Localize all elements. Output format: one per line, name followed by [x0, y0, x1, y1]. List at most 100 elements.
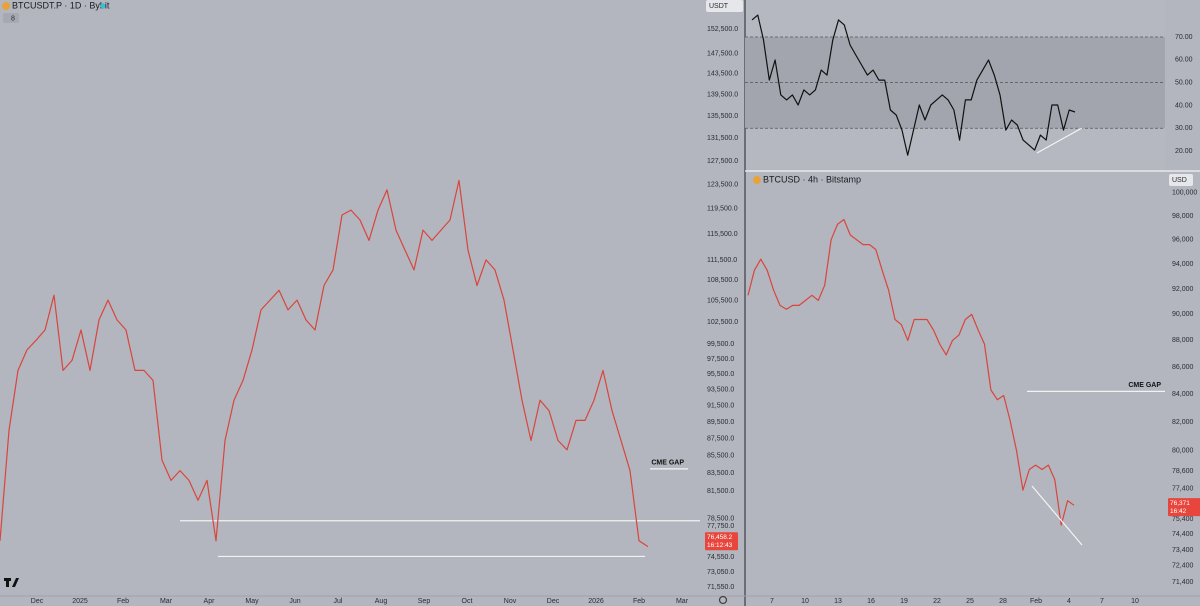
x-tick-label: 25	[966, 598, 974, 605]
settings-icon[interactable]	[718, 595, 728, 605]
logo	[4, 578, 19, 587]
y-tick-label: 105,500.0	[707, 298, 738, 305]
trend-line	[1031, 485, 1083, 546]
y-tick-label: 60.00	[1175, 57, 1193, 64]
y-tick-label: 86,000	[1172, 364, 1194, 371]
x-tick-label: 2025	[72, 598, 88, 605]
y-tick-label: 147,500.0	[707, 50, 738, 57]
y-tick-label: 108,500.0	[707, 277, 738, 284]
y-tick-label: 131,500.0	[707, 135, 738, 142]
y-tick-label: 72,400	[1172, 563, 1194, 570]
x-tick-label: May	[245, 598, 259, 605]
y-tick-label: 78,600	[1172, 468, 1194, 475]
y-tick-label: 115,500.0	[707, 231, 738, 238]
y-tick-label: 77,750.0	[707, 523, 734, 530]
price-tag	[705, 532, 738, 551]
y-tick-label: 82,000	[1172, 419, 1194, 426]
y-tick-label: 88,000	[1172, 337, 1194, 344]
annotation: CME GAP	[651, 460, 684, 467]
x-tick-label: Feb	[633, 598, 645, 605]
annotation: CME GAP	[1128, 382, 1161, 389]
y-tick-label: 85,500.0	[707, 453, 734, 460]
price-tag-label: 76,371	[1170, 500, 1190, 507]
y-tick-label: 94,000	[1172, 261, 1194, 268]
x-tick-label: 10	[1131, 598, 1139, 605]
x-tick-label: Jun	[289, 598, 300, 605]
x-tick-label: Sep	[418, 598, 431, 605]
currency-label: USD	[1172, 177, 1187, 184]
symbol-icon	[753, 176, 761, 184]
x-tick-label: 4	[1067, 598, 1071, 605]
y-tick-label: 100,000	[1172, 189, 1197, 196]
y-tick-label: 93,500.0	[707, 387, 734, 394]
price-line	[0, 179, 649, 548]
y-tick-label: 89,500.0	[707, 419, 734, 426]
price-tag-countdown: 16:42	[1170, 508, 1187, 515]
x-tick-label: Oct	[462, 598, 473, 605]
x-tick-label: 2026	[588, 598, 604, 605]
y-tick-label: 127,500.0	[707, 158, 738, 165]
y-tick-label: 111,500.0	[707, 257, 737, 264]
x-tick-label: 16	[867, 598, 875, 605]
y-tick-label: 71,400	[1172, 579, 1194, 586]
x-tick-label: Dec	[547, 598, 560, 605]
currency-label: USDT	[709, 3, 729, 10]
y-tick-label: 40.00	[1175, 102, 1193, 109]
y-tick-label: 71,550.0	[707, 584, 734, 591]
x-tick-label: 13	[834, 598, 842, 605]
price-line	[751, 14, 1076, 156]
indicator-toggle[interactable]	[3, 13, 19, 23]
x-tick-label: Aug	[375, 598, 388, 605]
y-tick-label: 78,500.0	[707, 516, 734, 523]
status-dot	[100, 3, 106, 9]
y-tick-label: 80,000	[1172, 447, 1194, 454]
y-tick-label: 95,500.0	[707, 371, 734, 378]
x-tick-label: Feb	[117, 598, 129, 605]
y-tick-label: 74,550.0	[707, 554, 734, 561]
y-tick-label: 75,400	[1172, 516, 1194, 523]
y-tick-label: 83,500.0	[707, 470, 734, 477]
x-tick-label: Mar	[160, 598, 173, 605]
y-tick-label: 91,500.0	[707, 403, 734, 410]
y-tick-label: 84,000	[1172, 391, 1194, 398]
price-line	[747, 218, 1075, 526]
y-tick-label: 97,500.0	[707, 356, 734, 363]
trend-line	[1036, 127, 1083, 154]
price-tag-countdown: 16:12:43	[707, 542, 733, 549]
y-tick-label: 143,500.0	[707, 71, 738, 78]
x-tick-label: 7	[770, 598, 774, 605]
y-tick-label: 98,000	[1172, 213, 1194, 220]
y-tick-label: 102,500.0	[707, 319, 738, 326]
chart-title: BTCUSDT.P · 1D · Bybit	[12, 0, 110, 10]
y-tick-label: 99,500.0	[707, 341, 734, 348]
indicator-count: 8	[11, 15, 15, 22]
y-tick-label: 81,500.0	[707, 488, 734, 495]
x-tick-label: Jul	[334, 598, 343, 605]
y-tick-label: 90,000	[1172, 311, 1194, 318]
y-tick-label: 87,500.0	[707, 436, 734, 443]
y-tick-label: 152,500.0	[707, 26, 738, 33]
y-tick-label: 123,500.0	[707, 181, 738, 188]
y-tick-label: 30.00	[1175, 125, 1193, 132]
x-tick-label: Feb	[1030, 598, 1042, 605]
y-tick-label: 96,000	[1172, 237, 1194, 244]
currency-select[interactable]	[706, 0, 743, 12]
y-tick-label: 73,050.0	[707, 569, 734, 576]
y-tick-label: 50.00	[1175, 79, 1193, 86]
y-tick-label: 73,400	[1172, 547, 1194, 554]
x-tick-label: Apr	[204, 598, 216, 605]
x-tick-label: Mar	[676, 598, 689, 605]
x-tick-label: Nov	[504, 598, 517, 605]
x-tick-label: 22	[933, 598, 941, 605]
x-tick-label: 10	[801, 598, 809, 605]
price-tag-label: 76,458.2	[707, 534, 733, 541]
x-tick-label: 28	[999, 598, 1007, 605]
x-tick-label: 19	[900, 598, 908, 605]
y-tick-label: 92,000	[1172, 286, 1194, 293]
x-tick-label: Dec	[31, 598, 44, 605]
y-tick-label: 139,500.0	[707, 92, 738, 99]
y-tick-label: 119,500.0	[707, 206, 738, 213]
currency-select[interactable]	[1169, 174, 1193, 186]
y-tick-label: 77,400	[1172, 486, 1194, 493]
